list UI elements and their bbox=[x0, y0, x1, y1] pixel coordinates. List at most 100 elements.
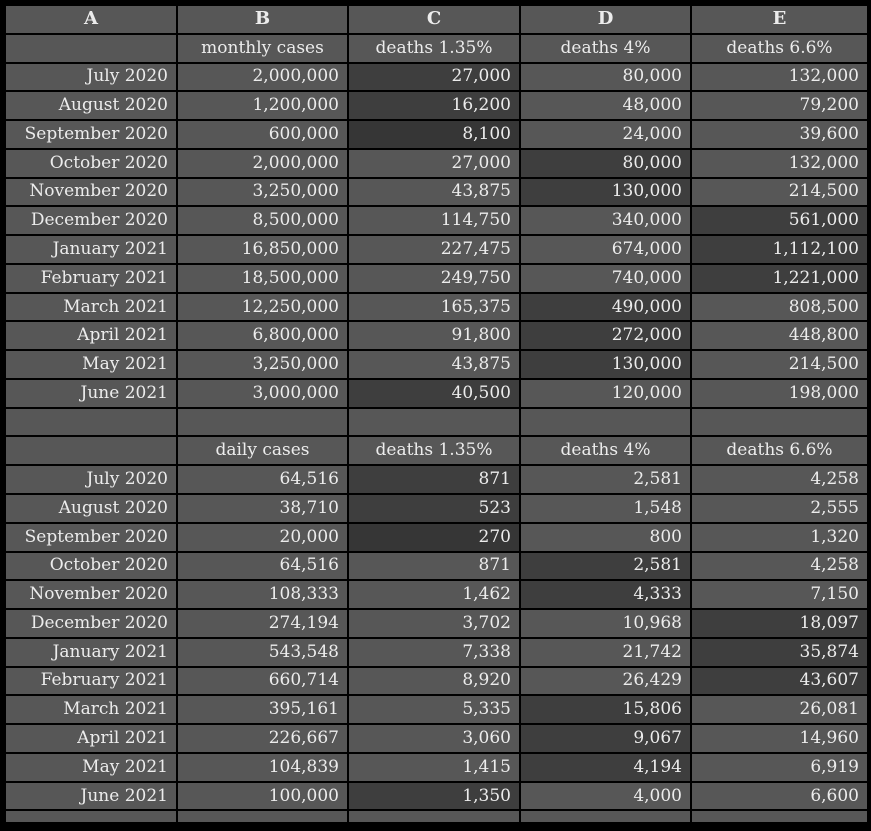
cell-C[interactable]: 1,350 bbox=[347, 780, 521, 812]
cell-empty[interactable] bbox=[690, 809, 869, 824]
month-label[interactable]: December 2020 bbox=[4, 205, 178, 237]
cell-B[interactable]: 12,250,000 bbox=[176, 291, 349, 323]
cell-B[interactable]: 226,667 bbox=[176, 723, 349, 754]
cell-empty[interactable] bbox=[690, 406, 869, 438]
cell-D[interactable]: 120,000 bbox=[519, 377, 692, 409]
cell-D[interactable]: 10,968 bbox=[519, 608, 692, 639]
cell-B[interactable]: 104,839 bbox=[176, 751, 349, 783]
cell-E[interactable]: 132,000 bbox=[690, 61, 869, 93]
month-label[interactable]: February 2021 bbox=[4, 665, 178, 697]
cell-E[interactable]: 198,000 bbox=[690, 377, 869, 409]
cell-B[interactable]: 16,850,000 bbox=[176, 234, 349, 265]
cell-D[interactable]: 490,000 bbox=[519, 291, 692, 323]
cell-B[interactable]: 2,000,000 bbox=[176, 147, 349, 179]
table1-header-c[interactable]: deaths 1.35% bbox=[347, 32, 521, 64]
cell-E[interactable]: 448,800 bbox=[690, 320, 869, 352]
cell-empty[interactable] bbox=[4, 809, 178, 824]
cell-C[interactable]: 40,500 bbox=[347, 377, 521, 409]
cell-E[interactable]: 4,258 bbox=[690, 464, 869, 496]
table2-header-c[interactable]: deaths 1.35% bbox=[347, 435, 521, 467]
cell-D[interactable]: 9,067 bbox=[519, 723, 692, 754]
column-header-A[interactable]: A bbox=[4, 4, 178, 35]
cell-C[interactable]: 165,375 bbox=[347, 291, 521, 323]
cell-D[interactable]: 130,000 bbox=[519, 176, 692, 208]
cell-D[interactable]: 130,000 bbox=[519, 349, 692, 380]
month-label[interactable]: March 2021 bbox=[4, 291, 178, 323]
cell-B[interactable]: 100,000 bbox=[176, 780, 349, 812]
cell-D[interactable]: 272,000 bbox=[519, 320, 692, 352]
cell-B[interactable]: 6,800,000 bbox=[176, 320, 349, 352]
table1-header-e[interactable]: deaths 6.6% bbox=[690, 32, 869, 64]
cell-E[interactable]: 6,600 bbox=[690, 780, 869, 812]
cell-D[interactable]: 740,000 bbox=[519, 262, 692, 294]
cell-D[interactable]: 800 bbox=[519, 521, 692, 553]
cell-E[interactable]: 14,960 bbox=[690, 723, 869, 754]
month-label[interactable]: June 2021 bbox=[4, 377, 178, 409]
cell-B[interactable]: 38,710 bbox=[176, 493, 349, 524]
cell-D[interactable]: 4,194 bbox=[519, 751, 692, 783]
month-label[interactable]: October 2020 bbox=[4, 550, 178, 582]
month-label[interactable]: January 2021 bbox=[4, 234, 178, 265]
cell-C[interactable]: 27,000 bbox=[347, 61, 521, 93]
cell-B[interactable]: 660,714 bbox=[176, 665, 349, 697]
cell-C[interactable]: 249,750 bbox=[347, 262, 521, 294]
cell-D[interactable]: 26,429 bbox=[519, 665, 692, 697]
month-label[interactable]: June 2021 bbox=[4, 780, 178, 812]
table1-header-d[interactable]: deaths 4% bbox=[519, 32, 692, 64]
cell-B[interactable]: 3,250,000 bbox=[176, 349, 349, 380]
table2-header-d[interactable]: deaths 4% bbox=[519, 435, 692, 467]
cell-C[interactable]: 227,475 bbox=[347, 234, 521, 265]
cell-B[interactable]: 18,500,000 bbox=[176, 262, 349, 294]
cell-D[interactable]: 340,000 bbox=[519, 205, 692, 237]
cell-B[interactable]: 64,516 bbox=[176, 464, 349, 496]
cell-E[interactable]: 18,097 bbox=[690, 608, 869, 639]
month-label[interactable]: March 2021 bbox=[4, 694, 178, 726]
cell-C[interactable]: 871 bbox=[347, 550, 521, 582]
cell-D[interactable]: 1,548 bbox=[519, 493, 692, 524]
cell-C[interactable]: 16,200 bbox=[347, 90, 521, 122]
cell-C[interactable]: 270 bbox=[347, 521, 521, 553]
cell-C[interactable]: 523 bbox=[347, 493, 521, 524]
cell-E[interactable]: 1,221,000 bbox=[690, 262, 869, 294]
month-label[interactable]: September 2020 bbox=[4, 119, 178, 150]
cell-D[interactable]: 4,333 bbox=[519, 579, 692, 611]
month-label[interactable]: October 2020 bbox=[4, 147, 178, 179]
cell-E[interactable]: 808,500 bbox=[690, 291, 869, 323]
cell-D[interactable]: 4,000 bbox=[519, 780, 692, 812]
cell-B[interactable]: 3,000,000 bbox=[176, 377, 349, 409]
cell-B[interactable]: 274,194 bbox=[176, 608, 349, 639]
cell-C[interactable]: 27,000 bbox=[347, 147, 521, 179]
cell-empty[interactable] bbox=[4, 406, 178, 438]
cell-C[interactable]: 5,335 bbox=[347, 694, 521, 726]
cell-E[interactable]: 26,081 bbox=[690, 694, 869, 726]
month-label[interactable]: September 2020 bbox=[4, 521, 178, 553]
cell-B[interactable]: 108,333 bbox=[176, 579, 349, 611]
cell-E[interactable]: 214,500 bbox=[690, 349, 869, 380]
month-label[interactable]: August 2020 bbox=[4, 90, 178, 122]
cell-B[interactable]: 20,000 bbox=[176, 521, 349, 553]
cell-D[interactable]: 674,000 bbox=[519, 234, 692, 265]
cell-B[interactable]: 600,000 bbox=[176, 119, 349, 150]
cell-E[interactable]: 35,874 bbox=[690, 636, 869, 668]
cell-empty[interactable] bbox=[347, 809, 521, 824]
cell-E[interactable]: 7,150 bbox=[690, 579, 869, 611]
cell-B[interactable]: 1,200,000 bbox=[176, 90, 349, 122]
month-label[interactable]: July 2020 bbox=[4, 61, 178, 93]
cell-D[interactable]: 80,000 bbox=[519, 147, 692, 179]
cell-C[interactable]: 43,875 bbox=[347, 349, 521, 380]
month-label[interactable]: April 2021 bbox=[4, 723, 178, 754]
cell-empty[interactable] bbox=[4, 435, 178, 467]
cell-E[interactable]: 1,320 bbox=[690, 521, 869, 553]
cell-D[interactable]: 48,000 bbox=[519, 90, 692, 122]
cell-E[interactable]: 6,919 bbox=[690, 751, 869, 783]
cell-empty[interactable] bbox=[519, 406, 692, 438]
month-label[interactable]: November 2020 bbox=[4, 579, 178, 611]
cell-D[interactable]: 2,581 bbox=[519, 550, 692, 582]
cell-C[interactable]: 1,415 bbox=[347, 751, 521, 783]
cell-C[interactable]: 871 bbox=[347, 464, 521, 496]
month-label[interactable]: August 2020 bbox=[4, 493, 178, 524]
table2-header-e[interactable]: deaths 6.6% bbox=[690, 435, 869, 467]
cell-C[interactable]: 3,702 bbox=[347, 608, 521, 639]
cell-empty[interactable] bbox=[4, 32, 178, 64]
cell-C[interactable]: 8,100 bbox=[347, 119, 521, 150]
